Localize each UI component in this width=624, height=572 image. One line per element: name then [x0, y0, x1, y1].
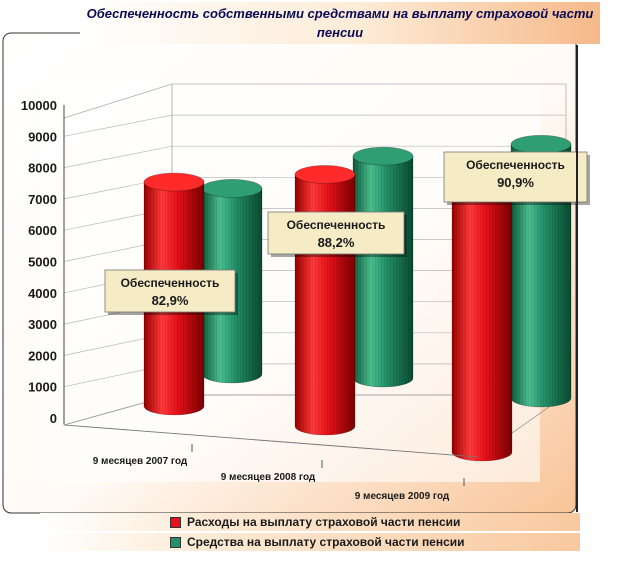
bar-expenses [294, 165, 356, 436]
annotation-value: 82,9% [152, 293, 189, 308]
y-tick-label: 2000 [28, 348, 57, 363]
title-band [80, 2, 600, 44]
bar-cap [201, 179, 263, 198]
y-tick-label: 9000 [28, 129, 57, 144]
annotation-bg [267, 211, 405, 255]
y-tick-label: 4000 [28, 286, 57, 301]
y-tick-label: 3000 [28, 317, 57, 332]
gridline [63, 145, 566, 168]
y-tick-label: 8000 [28, 161, 57, 176]
annotation-value: 88,2% [318, 235, 355, 250]
bar-funds [352, 146, 414, 388]
y-tick-label: 1000 [28, 380, 57, 395]
x-axis-line [63, 424, 479, 458]
x-tick-label: 9 месяцев 2009 год [355, 491, 450, 502]
y-tick-label: 10000 [21, 98, 57, 113]
y-tick-label: 7000 [28, 192, 57, 207]
x-axis: 9 месяцев 2007 год 9 месяцев 2008 год 9 ме… [63, 424, 479, 502]
annotation-box: Обеспеченность 82,9% [104, 269, 238, 315]
legend-label-funds: Средства на выплату страховой части пенс… [187, 535, 465, 549]
gridline [63, 114, 566, 137]
x-tick-label: 9 месяцев 2007 год [93, 456, 188, 467]
annotation-label: Обеспеченность [121, 276, 220, 290]
bar-texture [353, 156, 413, 387]
x-tick-label: 9 месяцев 2008 год [221, 472, 316, 483]
annotation-box: Обеспеченность 88,2% [267, 211, 407, 257]
legend-swatch-red [170, 517, 181, 529]
bar-cap [143, 172, 205, 192]
bar-texture [511, 144, 571, 407]
bar-cap [352, 146, 414, 166]
annotation-box: Обеспеченность 90,9% [443, 151, 590, 205]
bar-funds [510, 135, 572, 408]
annotation-bg [104, 269, 236, 313]
y-tick-label: 5000 [28, 255, 57, 270]
legend-swatch-green [170, 537, 181, 549]
annotation-value: 90,9% [497, 175, 534, 190]
bar-texture [452, 172, 512, 461]
bar-expenses [451, 163, 513, 462]
y-axis: 0 1000 2000 3000 4000 5000 6000 7000 8000 9000 100… [21, 98, 65, 426]
bar-cap [294, 165, 356, 184]
y-tick-label: 0 [50, 411, 57, 426]
legend-item-funds: Средства на выплату страховой части пенс… [170, 533, 465, 551]
annotation-label: Обеспеченность [466, 158, 565, 172]
legend-item-expenses: Расходы на выплату страховой части пенси… [170, 513, 460, 531]
chart-title: Обеспеченность собственными средствами н… [86, 6, 594, 40]
y-tick-label: 6000 [28, 223, 57, 238]
annotation-label: Обеспеченность [287, 218, 386, 232]
annotation-bg [443, 151, 588, 203]
legend-label-expenses: Расходы на выплату страховой части пенси… [187, 515, 461, 529]
bar-cap [510, 135, 572, 154]
annotations: Обеспеченность82,9%Обеспеченность88,2%Об… [104, 151, 590, 315]
